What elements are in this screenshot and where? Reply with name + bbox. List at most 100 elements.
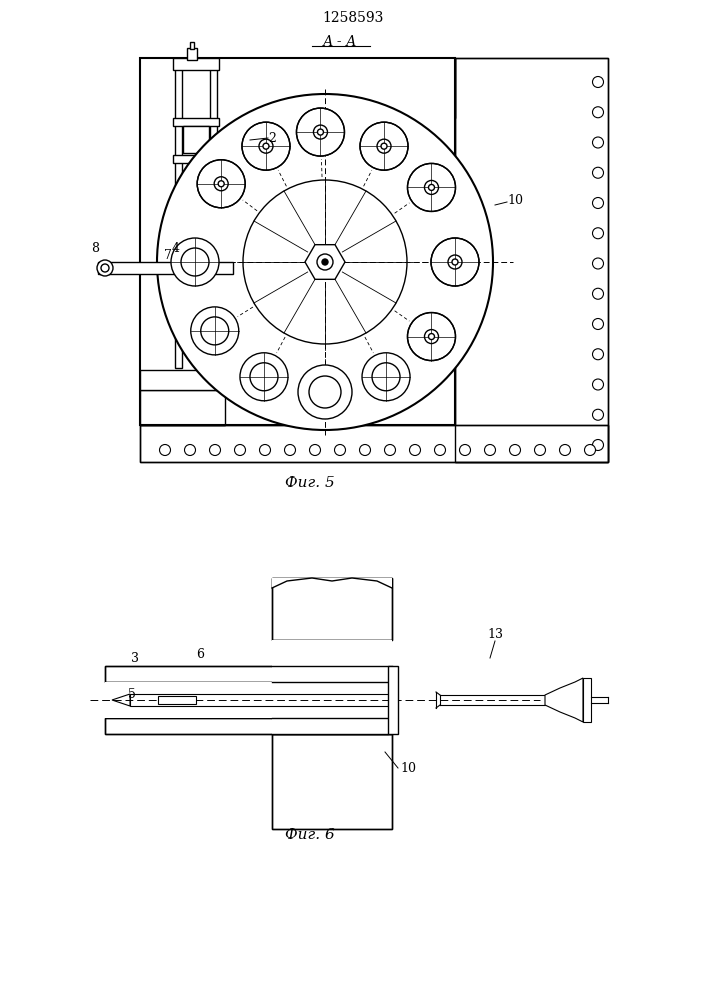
Circle shape xyxy=(313,125,327,139)
Circle shape xyxy=(372,363,400,391)
Text: 3: 3 xyxy=(131,652,139,664)
Circle shape xyxy=(209,444,221,456)
Bar xyxy=(173,58,219,70)
Circle shape xyxy=(592,167,604,178)
Bar xyxy=(272,578,392,588)
Circle shape xyxy=(298,365,352,419)
Circle shape xyxy=(424,330,438,344)
Circle shape xyxy=(452,259,458,265)
Circle shape xyxy=(263,143,269,149)
Circle shape xyxy=(592,409,604,420)
Bar xyxy=(140,390,225,425)
Circle shape xyxy=(409,444,421,456)
Circle shape xyxy=(242,122,290,170)
Bar xyxy=(140,58,455,425)
Circle shape xyxy=(407,163,455,211)
Text: 5: 5 xyxy=(128,688,136,702)
Bar xyxy=(140,425,608,462)
Bar xyxy=(130,694,396,706)
Text: А - А: А - А xyxy=(323,35,357,49)
Circle shape xyxy=(448,255,462,269)
Circle shape xyxy=(484,444,496,456)
Bar xyxy=(173,155,219,163)
Bar xyxy=(105,666,388,682)
Bar xyxy=(105,682,388,718)
Bar xyxy=(272,640,392,734)
Bar xyxy=(455,58,608,462)
Text: 13: 13 xyxy=(487,629,503,642)
Circle shape xyxy=(309,376,341,408)
Circle shape xyxy=(592,137,604,148)
Circle shape xyxy=(201,317,229,345)
Bar xyxy=(105,718,388,734)
Text: 10: 10 xyxy=(400,762,416,774)
Text: 4: 4 xyxy=(172,242,180,255)
Circle shape xyxy=(240,353,288,401)
Circle shape xyxy=(510,444,520,456)
Circle shape xyxy=(171,238,219,286)
Circle shape xyxy=(592,107,604,118)
Circle shape xyxy=(191,307,239,355)
Bar xyxy=(187,48,197,60)
Text: 2: 2 xyxy=(268,131,276,144)
Bar xyxy=(368,58,455,118)
Bar xyxy=(98,262,233,274)
Bar xyxy=(368,58,455,118)
Bar xyxy=(210,58,217,368)
Circle shape xyxy=(214,177,228,191)
Bar xyxy=(140,425,608,462)
Circle shape xyxy=(559,444,571,456)
Bar xyxy=(173,118,219,126)
Circle shape xyxy=(259,139,273,153)
Bar xyxy=(272,578,392,640)
Circle shape xyxy=(322,259,328,265)
Circle shape xyxy=(317,129,324,135)
Circle shape xyxy=(592,288,604,299)
Circle shape xyxy=(362,353,410,401)
Circle shape xyxy=(585,444,595,456)
Circle shape xyxy=(428,184,435,190)
Circle shape xyxy=(592,440,604,450)
Bar xyxy=(140,425,608,462)
Circle shape xyxy=(592,77,604,88)
Circle shape xyxy=(592,349,604,360)
Circle shape xyxy=(218,181,224,187)
Bar xyxy=(272,734,392,829)
Bar xyxy=(272,578,392,640)
Bar xyxy=(388,666,398,734)
Bar xyxy=(105,666,388,682)
Bar xyxy=(105,666,388,682)
Circle shape xyxy=(160,444,170,456)
Circle shape xyxy=(185,444,196,456)
Circle shape xyxy=(259,444,271,456)
Circle shape xyxy=(97,260,113,276)
Circle shape xyxy=(360,122,408,170)
Text: Фиг. 5: Фиг. 5 xyxy=(285,476,335,490)
Bar xyxy=(190,42,194,49)
Circle shape xyxy=(592,198,604,209)
Text: 1258593: 1258593 xyxy=(322,11,384,25)
Circle shape xyxy=(592,379,604,390)
Bar xyxy=(175,58,182,368)
Text: Фиг. 6: Фиг. 6 xyxy=(285,828,335,842)
Circle shape xyxy=(235,444,245,456)
Text: 7: 7 xyxy=(164,249,172,262)
Circle shape xyxy=(435,444,445,456)
Circle shape xyxy=(334,444,346,456)
Bar xyxy=(583,678,591,722)
Polygon shape xyxy=(112,694,130,706)
Circle shape xyxy=(317,254,333,270)
Circle shape xyxy=(181,248,209,276)
Circle shape xyxy=(460,444,470,456)
Bar xyxy=(158,696,196,704)
Circle shape xyxy=(592,228,604,239)
Circle shape xyxy=(592,318,604,330)
Bar xyxy=(105,718,388,734)
Bar xyxy=(272,734,392,829)
Circle shape xyxy=(197,160,245,208)
Text: 10: 10 xyxy=(507,194,523,207)
Bar xyxy=(105,718,388,734)
Bar xyxy=(272,734,392,829)
Circle shape xyxy=(377,139,391,153)
Polygon shape xyxy=(545,678,583,722)
